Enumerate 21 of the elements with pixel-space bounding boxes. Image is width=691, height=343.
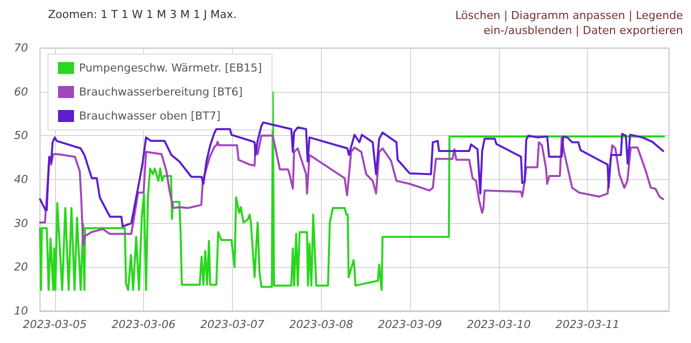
x-tick-label: 2023-03-11 (556, 318, 620, 331)
y-tick-label: 20 (14, 260, 28, 274)
line-series (39, 122, 664, 228)
y-tick-label: 70 (14, 42, 28, 54)
legend-label: Brauchwasser oben [BT7] (79, 110, 221, 122)
x-tick-label: 2023-03-08 (289, 318, 354, 331)
x-tick-label: 2023-03-06 (112, 318, 176, 331)
x-tick-label: 2023-03-10 (466, 318, 531, 331)
x-tick-label: 2023-03-05 (22, 318, 87, 331)
legend-label: Pumpengeschw. Wärmetr. [EB15] (79, 62, 262, 74)
text: Zoomen: 1 T 1 W 1 M 3 M 1 J Max. (48, 8, 237, 21)
y-tick-label: 40 (14, 173, 28, 186)
x-tick-label: 2023-03-07 (200, 318, 264, 331)
y-tick-label: 50 (14, 129, 28, 142)
y-tick-label: 10 (14, 304, 28, 318)
x-tick-label: 2023-03-09 (378, 318, 442, 331)
y-tick-label: 60 (14, 85, 28, 98)
text: Löschen | Diagramm anpassen | Legende ein-/ausblenden | Daten exportieren (454, 8, 683, 38)
line-series (39, 134, 664, 246)
y-tick-label: 30 (14, 216, 28, 230)
legend-label: Brauchwasserbereitung [BT6] (79, 86, 243, 98)
